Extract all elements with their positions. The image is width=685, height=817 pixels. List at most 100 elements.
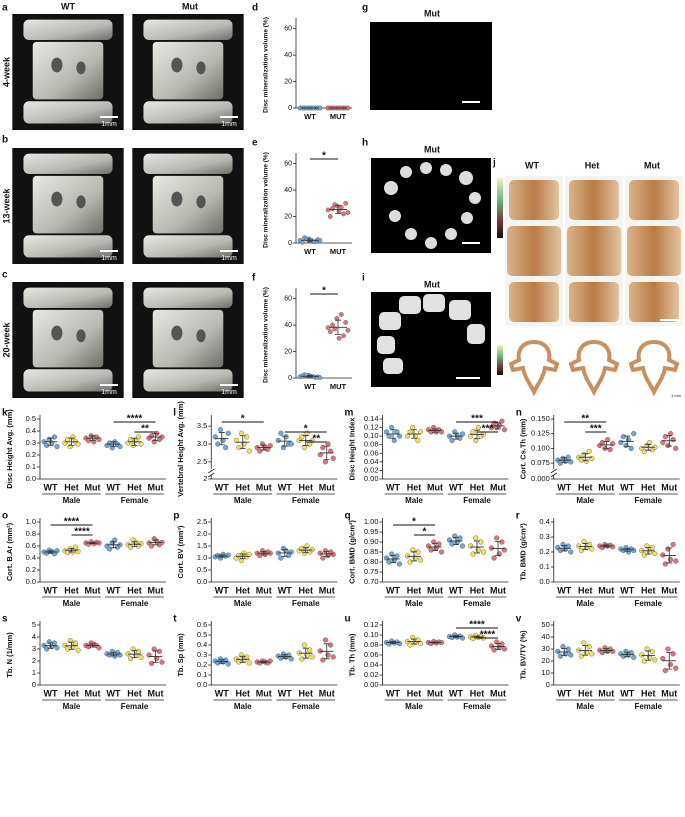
x-tick-label: Mut — [598, 482, 614, 492]
data-point — [320, 657, 326, 663]
group-label: Female — [121, 702, 149, 711]
data-point — [317, 550, 323, 556]
data-point — [557, 547, 563, 554]
scale-label: 1mm — [221, 121, 237, 128]
data-point — [641, 552, 647, 558]
error-bar — [68, 548, 75, 553]
y-tick-label: 5 — [32, 620, 36, 629]
x-tick-label: WT — [449, 585, 463, 595]
ct-image — [12, 14, 124, 130]
data-point — [415, 437, 421, 444]
x-tick-label: Het — [64, 585, 79, 595]
data-point — [586, 643, 592, 650]
error-bar — [302, 647, 309, 659]
data-point — [396, 433, 403, 439]
error-bar — [89, 643, 96, 648]
x-tick-label: Het — [235, 585, 250, 595]
bone-section — [505, 334, 563, 399]
data-point — [307, 647, 313, 653]
data-point — [309, 546, 315, 553]
row-label: 4-week — [1, 56, 11, 87]
error-bar — [239, 435, 246, 450]
data-point — [478, 539, 484, 545]
x-tick-label: WT — [620, 585, 634, 595]
y-tick-label: 2 — [32, 656, 36, 665]
data-point — [330, 206, 335, 212]
data-point — [673, 665, 679, 671]
x-tick-label: WT — [44, 585, 58, 595]
x-tick-label: Het — [407, 482, 422, 492]
error-bar — [323, 643, 330, 660]
error-bar — [218, 659, 225, 664]
x-tick-label: WT — [107, 585, 121, 595]
data-point — [639, 652, 645, 658]
data-point — [328, 448, 334, 454]
data-point — [343, 200, 349, 206]
x-tick-label: WT — [557, 482, 571, 492]
error-bar — [432, 543, 438, 551]
data-point — [646, 439, 653, 446]
y-tick-label: 0.1 — [539, 562, 549, 571]
x-tick-label: Het — [470, 585, 485, 595]
x-tick-label: WT — [278, 482, 292, 492]
x-tick-label: WT — [304, 247, 316, 256]
y-tick-label: 60 — [284, 25, 292, 32]
data-point — [223, 444, 229, 451]
error-bar — [390, 641, 396, 644]
group-label: Female — [634, 496, 662, 505]
error-bar — [432, 428, 438, 433]
significance-label: * — [241, 414, 245, 425]
error-bar — [281, 654, 288, 659]
y-axis-label: Cort. B.Ar (mm²) — [5, 522, 14, 581]
data-point — [568, 652, 574, 658]
significance-label: * — [304, 424, 308, 435]
data-point — [135, 434, 142, 440]
error-bar — [323, 551, 330, 557]
data-point — [568, 459, 574, 465]
data-point — [662, 561, 668, 567]
panel-letter: n — [516, 408, 522, 419]
x-tick-label: Mut — [598, 585, 614, 595]
significance-label: ** — [581, 414, 589, 425]
group-label: Male — [576, 702, 594, 711]
group-label: Male — [234, 702, 252, 711]
data-point — [488, 643, 495, 649]
error-bar — [307, 375, 313, 378]
x-tick-label: Mut — [148, 482, 164, 492]
data-point — [428, 547, 434, 553]
y-tick-label: 30 — [541, 644, 549, 653]
significance-label: *** — [482, 424, 494, 435]
y-tick-label: 0.0 — [197, 680, 207, 689]
data-point — [117, 652, 123, 658]
group-label: Male — [405, 702, 423, 711]
y-tick-label: 0.0 — [539, 577, 549, 586]
significance-label: * — [412, 517, 416, 528]
y-tick-label: 0.02 — [364, 465, 379, 474]
significance-label: **** — [74, 527, 90, 538]
data-point — [620, 653, 626, 659]
data-point — [317, 452, 323, 458]
data-point — [620, 434, 626, 440]
data-point — [309, 654, 315, 660]
error-bar — [47, 437, 54, 446]
data-point — [265, 446, 271, 452]
x-tick-label: Mut — [598, 688, 614, 698]
y-tick-label: 20 — [284, 78, 292, 85]
x-tick-label: Mut — [490, 688, 506, 698]
y-tick-label: 0.4 — [26, 426, 36, 435]
group-label: Female — [292, 496, 320, 505]
data-point — [467, 433, 474, 439]
data-point — [410, 424, 416, 431]
data-point — [494, 535, 500, 541]
data-point — [72, 544, 79, 550]
error-bar — [561, 545, 568, 552]
error-bar — [624, 651, 631, 658]
y-tick-label: 3 — [32, 644, 36, 653]
x-tick-label: Het — [64, 482, 79, 492]
error-bar — [260, 551, 267, 556]
section-title: Mut — [424, 144, 440, 154]
panel-letter: m — [345, 408, 354, 419]
data-point — [322, 637, 329, 643]
scale-label: 1mm — [101, 255, 117, 262]
